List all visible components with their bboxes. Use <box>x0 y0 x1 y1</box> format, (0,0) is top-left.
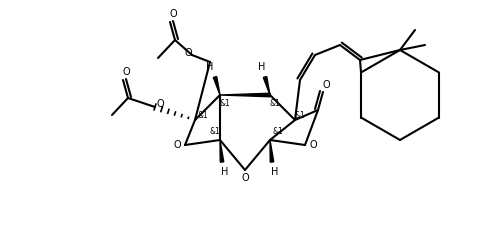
Text: &1: &1 <box>220 98 230 108</box>
Polygon shape <box>220 140 224 162</box>
Text: &1: &1 <box>273 128 283 136</box>
Text: O: O <box>156 99 164 109</box>
Text: O: O <box>184 48 192 58</box>
Text: O: O <box>241 173 249 183</box>
Polygon shape <box>213 76 220 95</box>
Text: O: O <box>322 80 330 90</box>
Text: &1: &1 <box>295 110 305 120</box>
Text: O: O <box>173 140 181 150</box>
Text: H: H <box>271 167 279 177</box>
Polygon shape <box>220 93 270 97</box>
Text: O: O <box>122 67 130 77</box>
Text: O: O <box>169 9 177 19</box>
Text: H: H <box>221 167 229 177</box>
Polygon shape <box>270 140 274 162</box>
Polygon shape <box>263 76 270 95</box>
Text: &1: &1 <box>209 128 220 136</box>
Text: H: H <box>258 62 266 72</box>
Text: &1: &1 <box>270 98 280 108</box>
Text: O: O <box>309 140 317 150</box>
Text: H: H <box>206 62 214 72</box>
Text: &1: &1 <box>198 110 208 120</box>
